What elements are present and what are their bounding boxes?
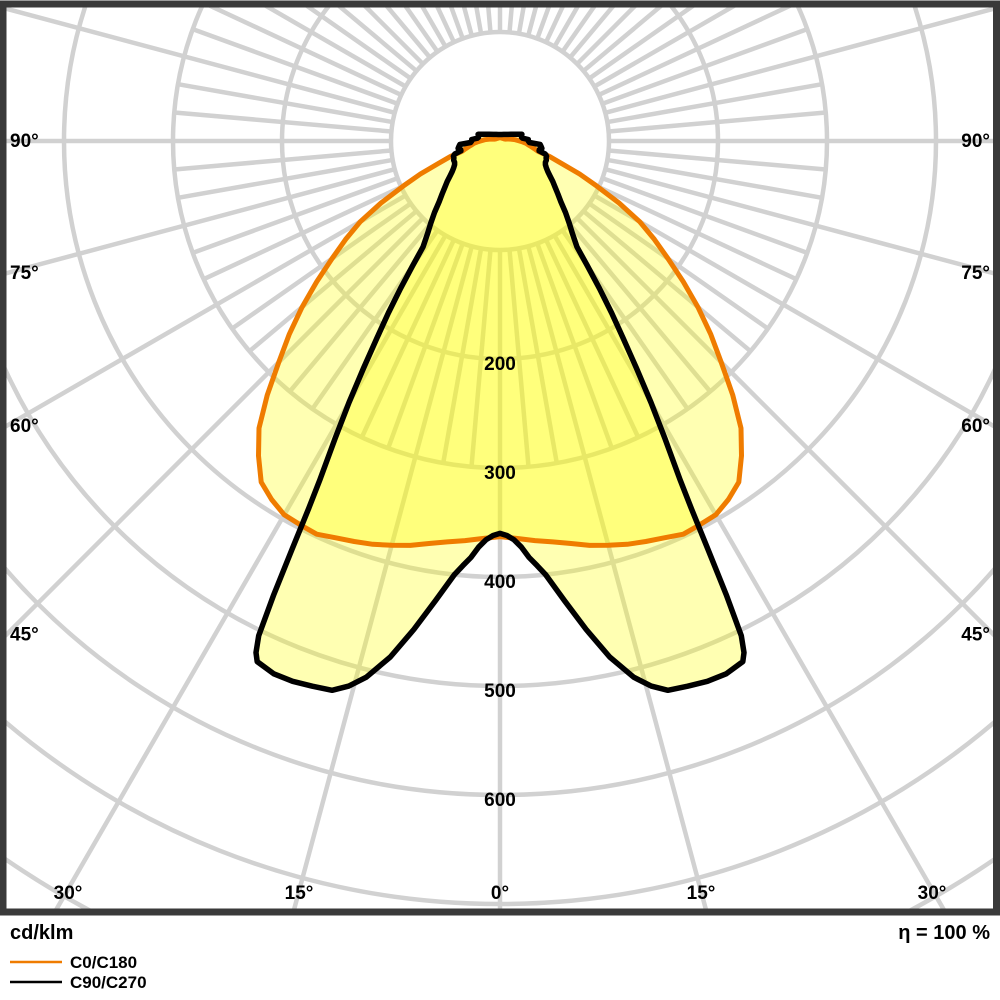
angle-label-bottom: 30°	[54, 883, 83, 904]
angle-tick-labels: 90° 90° 75° 75° 60° 60° 45° 45° 30° 15° 0° 15° 30°	[10, 131, 990, 904]
units-label: cd/klm	[10, 922, 73, 944]
angle-label-left: 45°	[10, 625, 39, 646]
grid-spoke-minor	[469, 249, 493, 467]
grid-spoke-minor	[441, 247, 484, 464]
efficiency-label: η = 100 %	[898, 922, 990, 944]
grid-spoke-minor	[174, 110, 392, 134]
grid-spoke-minor	[230, 201, 413, 331]
grid-spoke-minor	[507, 249, 531, 467]
radial-tick-label: 200	[484, 354, 516, 375]
grid-spoke-minor	[385, 7, 432, 59]
grid-spoke-minor	[582, 209, 752, 353]
curve-strokes	[253, 131, 747, 694]
grid-spoke-minor	[608, 110, 826, 134]
grid-spoke-minor	[174, 148, 392, 172]
grid-spoke-minor	[516, 247, 559, 464]
grid-spoke-minor	[587, 201, 770, 331]
grid-spoke-minor	[568, 223, 712, 393]
grid-spoke-minor	[177, 157, 394, 200]
grid-spoke-minor	[177, 82, 394, 125]
grid-spoke-minor	[191, 176, 399, 255]
grid-spoke-minor	[606, 82, 823, 125]
grid-spoke-minor	[582, 7, 663, 73]
angle-label-bottom: 15°	[687, 883, 716, 904]
angle-label-right: 75°	[961, 263, 990, 284]
radial-tick-label: 500	[484, 681, 516, 702]
fill-c90-c270	[256, 134, 744, 691]
grid-spoke-minor	[208, 7, 403, 97]
grid-spoke-minor	[587, 7, 695, 81]
grid-spoke-minor	[597, 185, 798, 282]
grid-spoke-minor	[305, 7, 413, 81]
grid-spoke-minor	[568, 7, 615, 59]
fill-c0-c180	[258, 137, 742, 546]
grid-spoke-minor	[608, 148, 826, 172]
grid-spoke-minor	[606, 157, 823, 200]
curve-fills	[256, 134, 744, 691]
grid-spoke-major	[593, 193, 994, 429]
grid-spoke-minor	[359, 238, 456, 439]
grid-spoke-major	[6, 167, 396, 276]
grid-spoke-major	[604, 7, 994, 115]
curve-c90-c270	[253, 131, 747, 694]
angle-label-right: 60°	[961, 416, 990, 437]
angle-label-right: 45°	[961, 625, 990, 646]
radial-tick-label: 300	[484, 463, 516, 484]
legend-label-c0-c180: C0/C180	[70, 953, 137, 972]
angle-label-bottom: 30°	[918, 883, 947, 904]
grid-spoke-minor	[601, 27, 809, 106]
grid-spoke-minor	[601, 176, 809, 255]
grid-spoke-major	[575, 7, 637, 66]
grid-spoke-minor	[535, 242, 614, 450]
angle-label-left: 90°	[10, 131, 39, 152]
grid-spoke-minor	[288, 223, 432, 393]
grid-spoke-minor	[560, 7, 597, 54]
grid-spoke-minor	[191, 27, 399, 106]
angle-label-bottom: 0°	[491, 883, 509, 904]
grid-spoke-minor	[544, 7, 565, 44]
grid-spoke-major	[6, 7, 396, 115]
grid-spoke-minor	[202, 185, 403, 282]
radial-tick-label: 600	[484, 790, 516, 811]
grid-spoke-major	[292, 245, 474, 909]
angle-label-bottom: 15°	[285, 883, 314, 904]
grid-spoke-major	[6, 193, 407, 429]
radial-tick-label: 400	[484, 572, 516, 593]
grid-spoke-minor	[248, 209, 418, 353]
plot-frame	[0, 0, 1000, 916]
grid-spoke-minor	[337, 7, 418, 73]
angle-label-right: 90°	[961, 131, 990, 152]
legend: C0/C180 C90/C270	[10, 953, 147, 992]
grid-spoke-minor	[597, 7, 792, 97]
grid-spoke-minor	[435, 7, 456, 44]
grid-spoke-minor	[386, 242, 465, 450]
grid-spoke-minor	[403, 7, 440, 54]
legend-label-c90-c270: C90/C270	[70, 973, 147, 992]
grid-spoke-major	[363, 7, 425, 66]
grid-spoke-major	[526, 245, 708, 909]
angle-label-left: 75°	[10, 263, 39, 284]
angle-label-left: 60°	[10, 416, 39, 437]
radial-tick-labels: 200 300 400 500 600	[484, 354, 516, 811]
grid-spoke-major	[604, 167, 994, 276]
grid-spoke-minor	[544, 238, 641, 439]
